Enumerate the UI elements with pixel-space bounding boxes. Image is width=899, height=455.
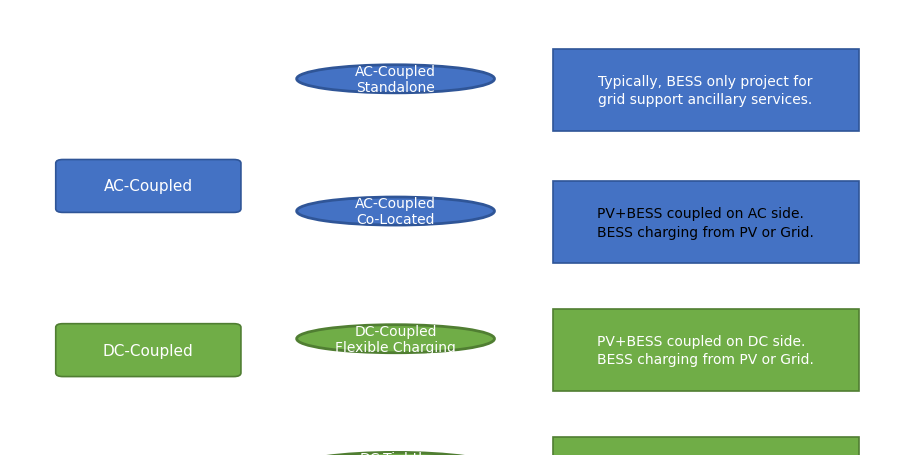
Ellipse shape xyxy=(297,66,494,94)
Text: DC-Coupled: DC-Coupled xyxy=(103,343,193,358)
FancyBboxPatch shape xyxy=(553,309,859,391)
Text: PV+BESS coupled on AC side.
BESS charging from PV or Grid.: PV+BESS coupled on AC side. BESS chargin… xyxy=(597,207,814,239)
Text: AC-Coupled
Standalone: AC-Coupled Standalone xyxy=(355,65,436,95)
Text: PV+BESS coupled on DC side.
BESS charging from PV or Grid.: PV+BESS coupled on DC side. BESS chargin… xyxy=(597,334,814,367)
Text: DC-Tightly
Coupled: DC-Tightly Coupled xyxy=(360,451,432,455)
Ellipse shape xyxy=(297,452,494,455)
Text: AC-Coupled
Co-Located: AC-Coupled Co-Located xyxy=(355,197,436,227)
FancyBboxPatch shape xyxy=(553,182,859,264)
Ellipse shape xyxy=(297,197,494,226)
Text: Typically, BESS only project for
grid support ancillary services.: Typically, BESS only project for grid su… xyxy=(599,75,813,107)
FancyBboxPatch shape xyxy=(553,437,859,455)
Text: DC-Coupled
Flexible Charging: DC-Coupled Flexible Charging xyxy=(335,324,456,354)
FancyBboxPatch shape xyxy=(553,50,859,132)
FancyBboxPatch shape xyxy=(56,324,241,377)
FancyBboxPatch shape xyxy=(56,160,241,213)
Text: AC-Coupled: AC-Coupled xyxy=(103,179,193,194)
Ellipse shape xyxy=(297,325,494,353)
